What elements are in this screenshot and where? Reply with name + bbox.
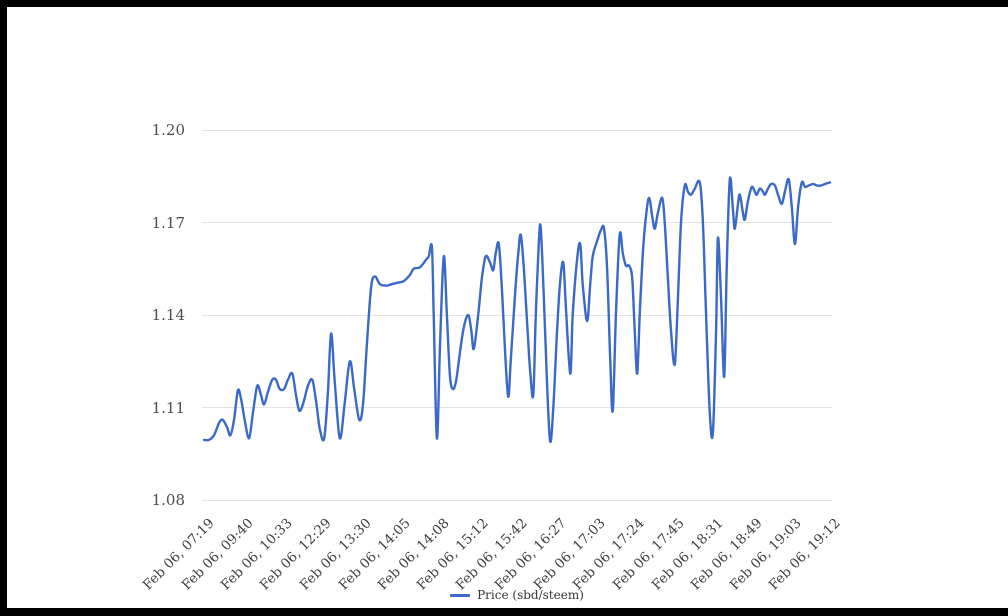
y-axis-tick-label: 1.20 [151,121,185,139]
gridline [202,314,832,316]
gridline [202,407,832,408]
y-axis-tick-label: 1.17 [151,213,185,232]
y-axis-tick-label: 1.14 [151,306,185,324]
y-axis-tick-label: 1.08 [151,491,185,509]
price-line-chart [202,176,832,444]
price-line-series [202,176,832,444]
gridline [202,499,832,501]
legend-label: Price (sbd/steem) [477,588,584,602]
gridline [202,222,832,223]
gridline [202,129,832,131]
legend: Price (sbd/steem) [202,588,832,602]
legend-line-swatch [450,593,471,597]
y-axis-tick-label: 1.11 [151,398,185,417]
